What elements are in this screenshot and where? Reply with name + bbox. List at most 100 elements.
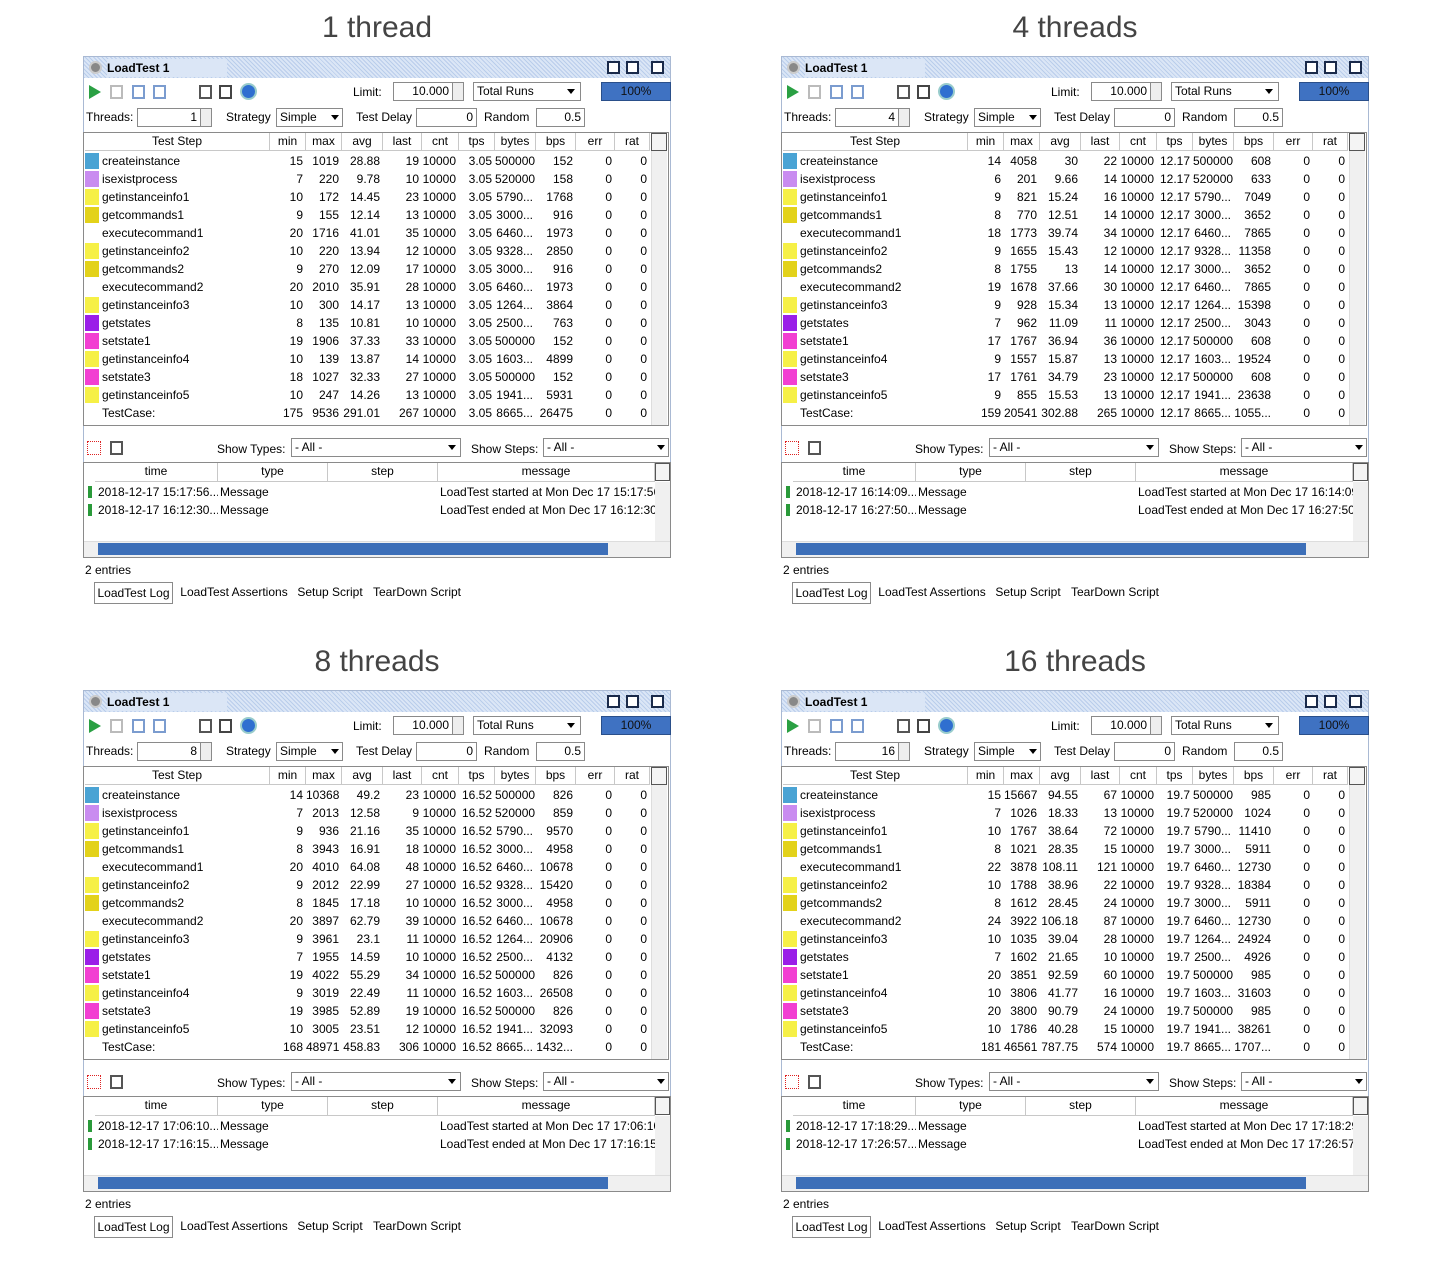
log-message[interactable]: LoadTest started at Mon Dec 17 17:06:10: [440, 1119, 655, 1133]
chart-button[interactable]: [830, 85, 843, 99]
column-header[interactable]: tps: [459, 767, 495, 785]
stats-button[interactable]: [153, 85, 166, 99]
export-button[interactable]: [199, 85, 212, 99]
log-column-header[interactable]: message: [1136, 1097, 1353, 1116]
log-column-header[interactable]: time: [95, 1097, 218, 1116]
column-header[interactable]: min: [270, 767, 306, 785]
column-header[interactable]: max: [306, 767, 342, 785]
log-column-header[interactable]: time: [95, 463, 218, 482]
minimize-button[interactable]: [607, 695, 620, 708]
spin-button[interactable]: [452, 716, 464, 735]
log-column-chooser[interactable]: [1353, 1097, 1368, 1115]
log-type[interactable]: Message: [918, 503, 967, 517]
log-column-header[interactable]: step: [328, 463, 438, 482]
log-column-header[interactable]: message: [1136, 463, 1353, 482]
log-message[interactable]: LoadTest started at Mon Dec 17 16:14:09: [1138, 485, 1353, 499]
tab[interactable]: TearDown Script: [372, 1219, 462, 1233]
column-header[interactable]: avg: [342, 767, 383, 785]
log-type[interactable]: Message: [220, 503, 269, 517]
threads-input[interactable]: 1: [137, 108, 201, 127]
column-chooser[interactable]: [651, 767, 667, 785]
column-header[interactable]: avg: [1040, 767, 1081, 785]
export-log-button[interactable]: [808, 1075, 821, 1089]
play-button[interactable]: [787, 719, 799, 733]
tab[interactable]: Setup Script: [995, 585, 1061, 599]
column-header[interactable]: min: [270, 133, 306, 151]
column-header[interactable]: last: [1081, 133, 1120, 151]
clear-log-button[interactable]: [785, 1075, 799, 1089]
close-button[interactable]: [651, 695, 664, 708]
tab[interactable]: Setup Script: [297, 1219, 363, 1233]
show-steps-select[interactable]: - All -: [543, 1072, 669, 1091]
play-button[interactable]: [787, 85, 799, 99]
random-input[interactable]: 0.5: [536, 108, 585, 127]
reset-button[interactable]: [873, 719, 889, 733]
log-column-header[interactable]: type: [218, 463, 328, 482]
tab[interactable]: Setup Script: [995, 1219, 1061, 1233]
log-hscroll-thumb[interactable]: [98, 543, 608, 555]
random-input[interactable]: 0.5: [536, 742, 585, 761]
log-type[interactable]: Message: [918, 1137, 967, 1151]
column-header[interactable]: last: [383, 133, 422, 151]
limit-input[interactable]: 10.000: [393, 716, 453, 735]
log-message[interactable]: LoadTest ended at Mon Dec 17 16:27:50: [1138, 503, 1353, 517]
column-header[interactable]: rat: [1313, 767, 1348, 785]
log-column-chooser[interactable]: [655, 463, 670, 481]
limit-input[interactable]: 10.000: [1091, 716, 1151, 735]
column-header[interactable]: last: [383, 767, 422, 785]
column-header[interactable]: cnt: [422, 767, 459, 785]
column-header[interactable]: rat: [1313, 133, 1348, 151]
column-header[interactable]: avg: [342, 133, 383, 151]
test-delay-input[interactable]: 0: [416, 742, 477, 761]
log-message[interactable]: LoadTest ended at Mon Dec 17 16:12:30: [440, 503, 655, 517]
log-column-header[interactable]: step: [328, 1097, 438, 1116]
tab[interactable]: LoadTest Log: [94, 1216, 173, 1238]
tab[interactable]: LoadTest Log: [792, 1216, 871, 1238]
export-button[interactable]: [199, 719, 212, 733]
tab[interactable]: TearDown Script: [372, 585, 462, 599]
show-types-select[interactable]: - All -: [989, 1072, 1159, 1091]
log-type[interactable]: Message: [220, 485, 269, 499]
strategy-select[interactable]: Simple: [276, 742, 343, 761]
column-header[interactable]: rat: [615, 133, 650, 151]
log-time[interactable]: 2018-12-17 16:27:50...: [796, 503, 916, 517]
log-type[interactable]: Message: [220, 1119, 269, 1133]
close-button[interactable]: [651, 61, 664, 74]
column-header[interactable]: bytes: [495, 767, 536, 785]
column-header[interactable]: max: [1004, 133, 1040, 151]
stop-button[interactable]: [110, 85, 123, 99]
log-hscroll-thumb[interactable]: [98, 1177, 608, 1189]
show-types-select[interactable]: - All -: [291, 1072, 461, 1091]
column-header[interactable]: err: [1274, 133, 1313, 151]
column-chooser[interactable]: [1349, 133, 1365, 151]
threads-input[interactable]: 8: [137, 742, 201, 761]
column-header[interactable]: err: [576, 133, 615, 151]
log-column-chooser[interactable]: [1353, 463, 1368, 481]
tab[interactable]: LoadTest Log: [792, 582, 871, 604]
log-column-header[interactable]: message: [438, 463, 655, 482]
options-button[interactable]: [219, 85, 232, 99]
log-time[interactable]: 2018-12-17 16:12:30...: [98, 503, 218, 517]
play-button[interactable]: [89, 719, 101, 733]
test-delay-input[interactable]: 0: [1114, 108, 1175, 127]
clear-log-button[interactable]: [785, 441, 799, 455]
random-input[interactable]: 0.5: [1234, 108, 1283, 127]
column-header[interactable]: bps: [1234, 767, 1274, 785]
maximize-button[interactable]: [626, 61, 639, 74]
column-header[interactable]: bytes: [1193, 767, 1234, 785]
tab[interactable]: Setup Script: [297, 585, 363, 599]
options-button[interactable]: [917, 719, 930, 733]
log-time[interactable]: 2018-12-17 15:17:56...: [98, 485, 218, 499]
help-button[interactable]: [240, 717, 257, 734]
column-header[interactable]: tps: [459, 133, 495, 151]
column-header[interactable]: bps: [536, 133, 576, 151]
log-time[interactable]: 2018-12-17 17:16:15...: [98, 1137, 218, 1151]
maximize-button[interactable]: [1324, 61, 1337, 74]
log-type[interactable]: Message: [918, 485, 967, 499]
log-message[interactable]: LoadTest ended at Mon Dec 17 17:16:15: [440, 1137, 655, 1151]
test-delay-input[interactable]: 0: [1114, 742, 1175, 761]
limit-type-select[interactable]: Total Runs: [1171, 82, 1279, 101]
help-button[interactable]: [240, 83, 257, 100]
maximize-button[interactable]: [626, 695, 639, 708]
close-button[interactable]: [1349, 695, 1362, 708]
